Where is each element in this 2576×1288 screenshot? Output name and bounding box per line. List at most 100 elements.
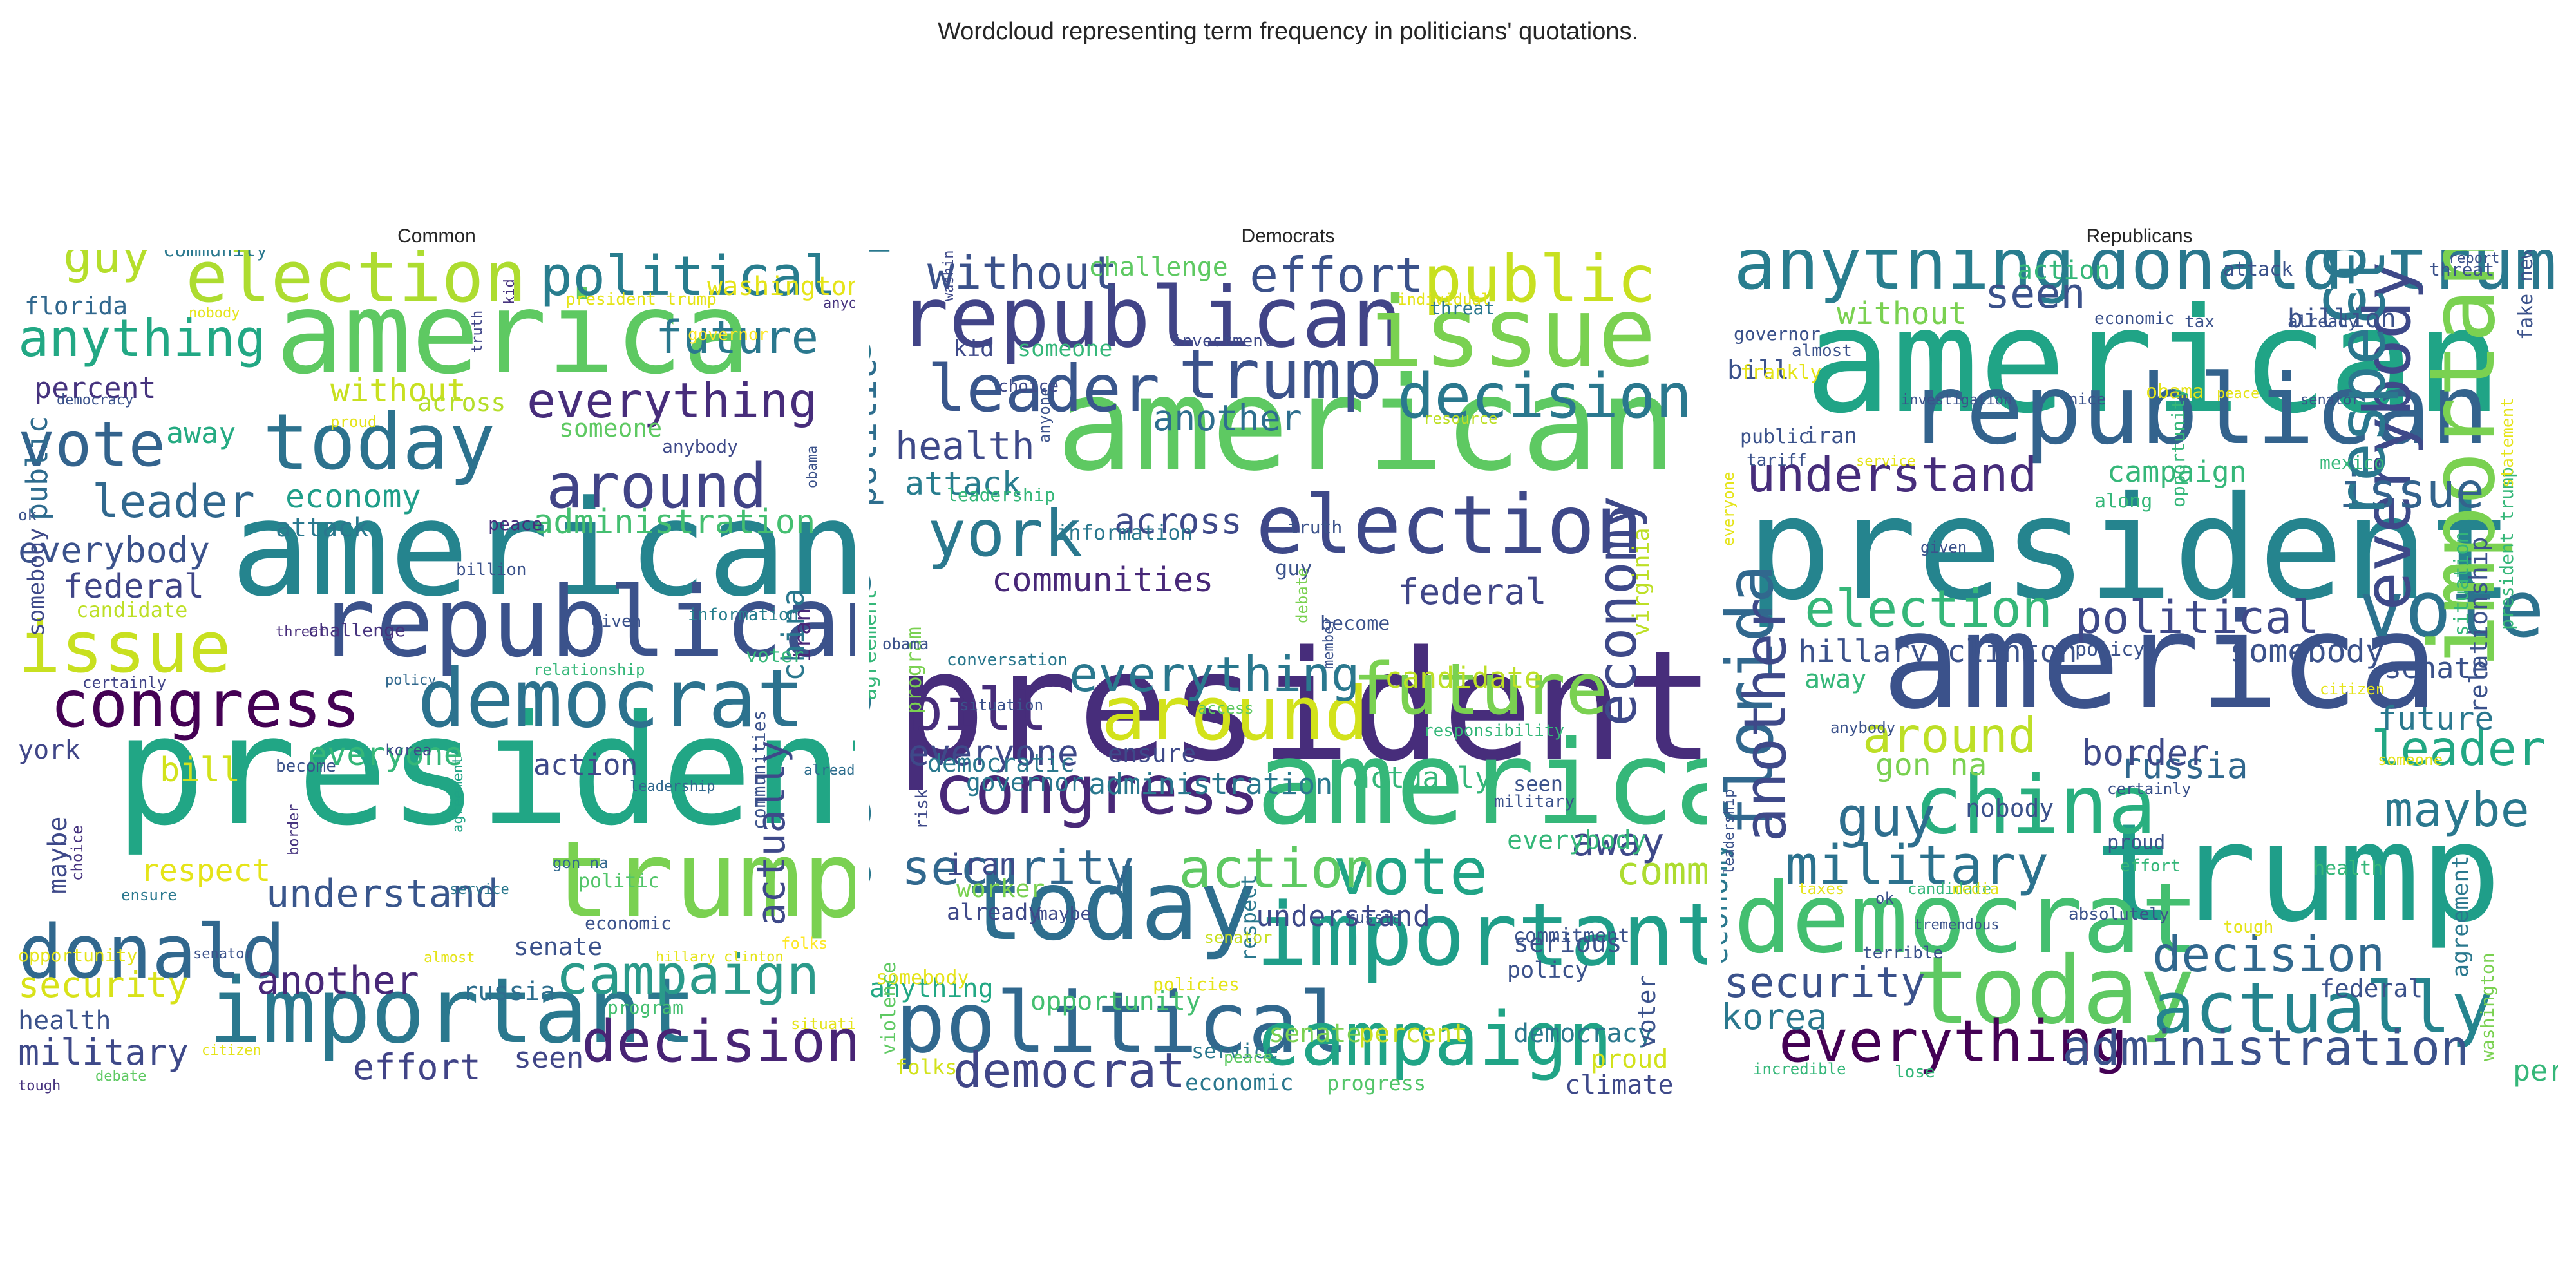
word-administration: administration <box>2062 1019 2469 1076</box>
word-governor: governor <box>966 768 1084 797</box>
word-ensure: ensure <box>1108 739 1196 768</box>
word-situation: situation <box>2450 531 2473 636</box>
word-someone: someone <box>559 414 662 442</box>
word-leadership: leadership <box>630 779 715 795</box>
word-resource: resource <box>1423 410 1498 428</box>
word-senator: senator <box>1204 928 1272 947</box>
word-economic: economic <box>2094 309 2175 328</box>
word-tough: tough <box>2223 918 2273 937</box>
word-decision: decision <box>582 1008 855 1075</box>
word-democrat: democrat <box>953 1042 1186 1099</box>
word-understand: understand <box>1747 446 2038 503</box>
word-leadership: leadership <box>1721 790 1738 875</box>
word-percent: percent <box>1359 1019 1468 1048</box>
word-billion: billion <box>2287 304 2396 334</box>
word-percent: percent <box>34 371 156 405</box>
word-public: public <box>1423 250 1656 317</box>
word-already: already <box>947 900 1042 925</box>
word-almost: almost <box>1792 341 1852 361</box>
word-today: today <box>966 850 1257 962</box>
word-politic: politic <box>869 358 884 507</box>
word-agreement: agreement <box>869 589 881 701</box>
word-across: across <box>1114 500 1242 542</box>
word-truth: truth <box>1288 516 1342 538</box>
word-washington: washington <box>707 272 855 301</box>
word-anybody: anybody <box>1830 719 1895 737</box>
word-across: across <box>417 388 506 417</box>
word-election: election <box>185 250 527 318</box>
word-decision: decision <box>1397 361 1692 432</box>
word-peace: peace <box>2217 386 2259 402</box>
word-peace: peace <box>1224 1048 1272 1066</box>
word-senate: senate <box>1269 1019 1362 1048</box>
word-everyone: everyone <box>908 732 1079 773</box>
word-democracy: democracy <box>1513 1019 1653 1048</box>
word-service: service <box>1856 453 1916 469</box>
word-tax: tax <box>2184 312 2215 332</box>
word-tariff: tariff <box>1747 451 1807 470</box>
word-agreement: agreement <box>2448 855 2474 978</box>
word-candidate: candidate <box>76 598 187 622</box>
wordcloud-republicans: president american america trump republican d… <box>1721 250 2558 1088</box>
word-gon-na: gon na <box>1875 747 1987 783</box>
word-voter: voter <box>746 645 804 667</box>
word-guy: guy <box>63 250 150 284</box>
word-florida: florida <box>1721 565 1788 836</box>
word-threat: threat <box>1430 298 1495 319</box>
word-proud: proud <box>2107 831 2165 854</box>
word-anything: anything <box>1734 250 2075 305</box>
word-another: another <box>1732 598 1799 842</box>
word-ok: ok <box>18 506 37 524</box>
word-gon-na: gon na <box>553 854 609 872</box>
word-proud: proud <box>330 413 377 431</box>
word-policies: policies <box>1153 974 1240 995</box>
word-member: member <box>1321 618 1337 668</box>
word-already: already <box>804 762 855 779</box>
word-campaign: campaign <box>2107 455 2247 489</box>
word-virginia: virginia <box>1629 527 1654 636</box>
word-obama: obama <box>2146 381 2204 403</box>
word-president: president <box>895 619 1707 795</box>
word-become: become <box>276 757 336 776</box>
word-choice: choice <box>998 377 1059 396</box>
word-maybe: maybe <box>2384 781 2530 838</box>
word-military: military <box>1785 834 2049 898</box>
word-another: another <box>1153 397 1302 439</box>
word-congress: congress <box>934 751 1260 829</box>
word-vote: vote <box>18 410 166 480</box>
word-challenge: challenge <box>1088 252 1228 282</box>
word-america: america <box>1256 716 1707 851</box>
word-leader: leader <box>2371 720 2546 777</box>
word-trump: trump <box>2094 794 2501 952</box>
word-campaign: campaign <box>1256 996 1613 1083</box>
word-tough: tough <box>18 1078 61 1094</box>
word-citizen: citizen <box>202 1043 261 1059</box>
word-report: report <box>2448 251 2499 267</box>
word-issue: issue <box>2339 462 2485 519</box>
word-russia: russia <box>2120 745 2248 786</box>
word-without: without <box>1837 296 1967 332</box>
word-opportunity: opportunity <box>18 945 137 966</box>
word-tremendous: tremendous <box>1914 917 1999 933</box>
word-washington: washington <box>941 250 957 301</box>
word-everything: everything <box>1779 1008 2128 1075</box>
word-around: around <box>1862 707 2037 764</box>
word-effort: effort <box>353 1046 481 1088</box>
word-security: security <box>18 964 189 1005</box>
word-campaign: campaign <box>556 943 819 1007</box>
word-community: community <box>1616 849 1707 894</box>
word-certainly: certainly <box>82 674 166 692</box>
word-donald-trump: donald trump <box>869 250 893 900</box>
word-america: america <box>276 269 751 399</box>
word-without: without <box>330 372 466 409</box>
word-conversation: conversation <box>947 650 1068 670</box>
word-maybe: maybe <box>43 817 73 894</box>
word-communities: communities <box>748 710 770 829</box>
word-security: security <box>902 839 1134 896</box>
word-situation: situation <box>791 1015 855 1033</box>
word-issue: issue <box>1365 277 1656 389</box>
word-already: already <box>2287 312 2358 332</box>
word-service: service <box>450 882 509 898</box>
word-federal: federal <box>2320 974 2423 1003</box>
word-everybody: everybody <box>2350 261 2425 611</box>
